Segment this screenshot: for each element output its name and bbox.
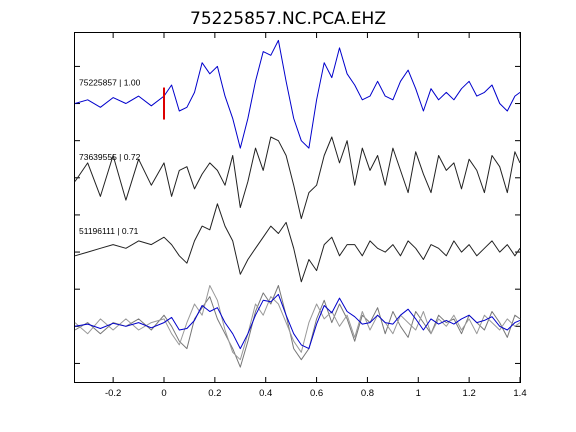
x-tick-label: 1.2 bbox=[463, 388, 476, 399]
trace-line bbox=[74, 203, 521, 283]
trace-group bbox=[74, 39, 521, 368]
x-tick-label: 0.8 bbox=[361, 388, 374, 399]
plot-frame bbox=[74, 32, 521, 383]
trace-line bbox=[74, 285, 521, 368]
x-tick-label: 0.6 bbox=[310, 388, 323, 399]
x-tick-label: 1.4 bbox=[513, 388, 526, 399]
x-tick-label: 0.2 bbox=[208, 388, 221, 399]
x-tick-label: 1 bbox=[416, 388, 421, 399]
chart-title: 75225857.NC.PCA.EHZ bbox=[190, 9, 386, 29]
trace-labels: 75225857 | 1.00 73639555 | 0.72 51196111 |… bbox=[79, 78, 141, 237]
trace-label: 75225857 | 1.00 bbox=[79, 78, 141, 88]
x-tick-label: 0.4 bbox=[259, 388, 272, 399]
trace-line bbox=[74, 39, 521, 149]
trace-label: 73639555 | 0.72 bbox=[79, 152, 141, 162]
trace-line bbox=[74, 285, 521, 361]
trace-line bbox=[74, 293, 521, 350]
trace-line bbox=[74, 136, 521, 220]
x-tick-label: 0 bbox=[161, 388, 166, 399]
trace-label: 51196111 | 0.71 bbox=[79, 226, 139, 236]
axis-ticks: -0.2 0 0.2 0.4 0.6 0.8 1 1.2 1.4 bbox=[75, 33, 527, 399]
x-tick-label: -0.2 bbox=[105, 388, 121, 399]
